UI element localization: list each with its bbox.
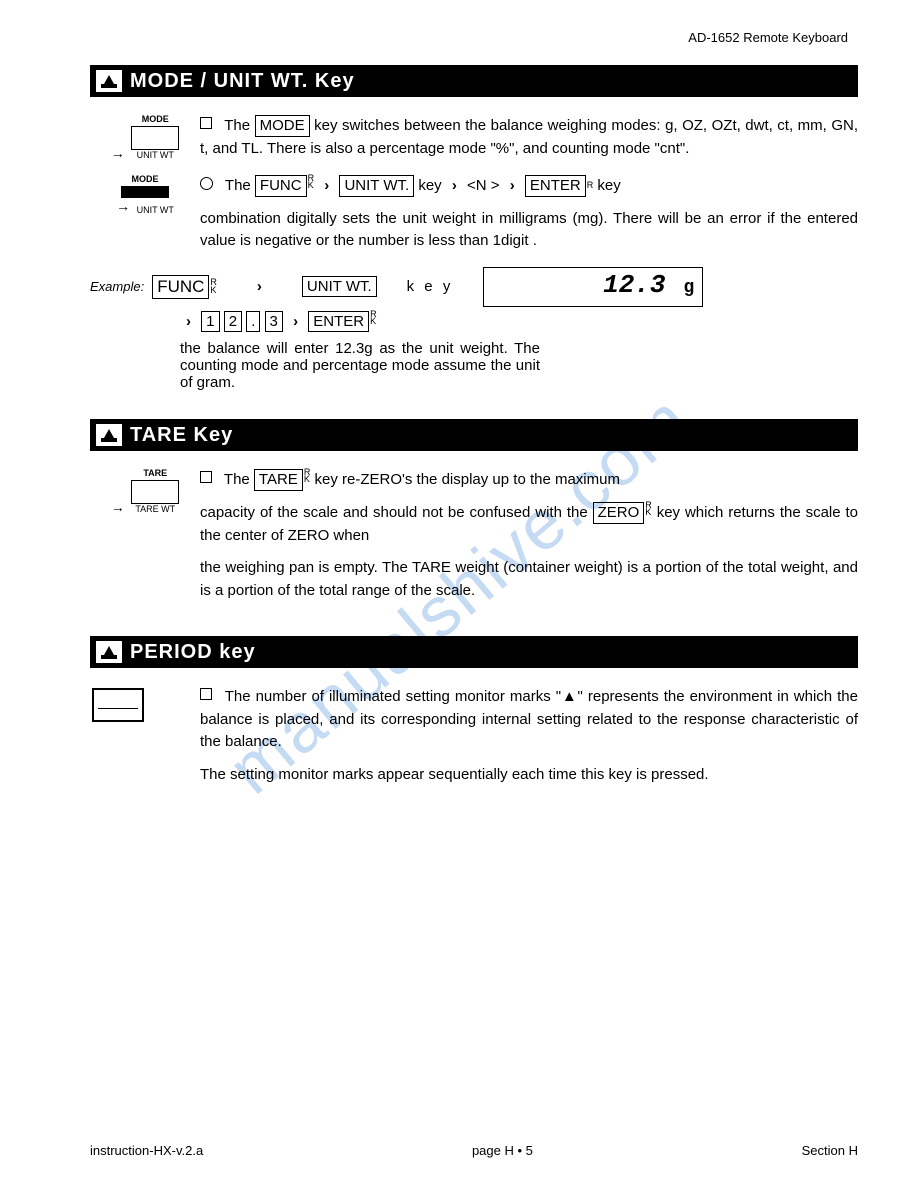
paragraph: The setting monitor marks appear sequent…	[200, 764, 858, 787]
boxed-key: ENTER	[308, 311, 369, 333]
example-label: Example:	[90, 279, 144, 294]
bullet-square	[200, 471, 212, 483]
scale-icon	[96, 424, 122, 446]
chevron-icon: ›	[186, 313, 191, 330]
text: The	[225, 177, 255, 194]
text: key re-	[315, 471, 361, 488]
footer-center: page H • 5	[472, 1143, 533, 1158]
key-diagram-unitwt: MODE → UNIT WT	[90, 175, 200, 253]
boxed-key: 2	[224, 311, 242, 333]
paragraph: combination digitally sets the unit weig…	[200, 208, 858, 253]
rk-suffix: RK	[304, 469, 311, 483]
diag-label-top: MODE	[142, 114, 169, 124]
section-bar-mode: MODE / UNIT WT. Key	[90, 65, 858, 97]
lcd-unit: g	[684, 278, 695, 298]
text: The	[224, 471, 254, 488]
key-diagram-tare: → TARE TARE WT	[90, 469, 200, 602]
footer-right: Section H	[802, 1143, 858, 1158]
chevron-icon: ›	[510, 177, 515, 194]
chevron-icon: ›	[452, 177, 457, 194]
footer-left: instruction-HX-v.2.a	[90, 1143, 203, 1158]
text: k e y	[407, 278, 454, 295]
text: <N >	[467, 177, 500, 194]
key-diagram-period	[90, 686, 200, 786]
paragraph: the weighing pan is empty. The TARE weig…	[200, 557, 858, 602]
boxed-key: 3	[265, 311, 283, 333]
section-title: MODE / UNIT WT. Key	[130, 70, 355, 93]
diag-label-top: TARE	[143, 468, 167, 478]
text: ZERO	[288, 527, 330, 544]
diag-label-bottom: TARE WT	[131, 505, 179, 515]
arrow-icon: →	[111, 499, 125, 515]
boxed-key: FUNC	[152, 275, 209, 299]
footer: instruction-HX-v.2.a page H • 5 Section …	[90, 1143, 858, 1158]
boxed-key: ZERO	[593, 502, 645, 524]
boxed-key: .	[246, 311, 260, 333]
diag-label-top: MODE	[132, 174, 159, 184]
arrow-icon: →	[111, 145, 125, 161]
paragraph: The number of illuminated setting monito…	[200, 688, 858, 750]
lcd-display: 12.3 g	[483, 267, 703, 307]
chevron-icon: ›	[257, 278, 262, 295]
text: key	[418, 177, 446, 194]
text: The	[224, 117, 254, 134]
boxed-key: TARE	[254, 469, 303, 491]
diag-label-bottom: UNIT WT	[131, 151, 179, 161]
lcd-value: 12.3	[603, 270, 665, 300]
text: 's the display up to the maximum	[402, 471, 620, 488]
arrow-icon: →	[116, 198, 130, 214]
rk-suffix: RK	[308, 175, 315, 189]
boxed-key: ENTER	[525, 175, 586, 197]
bullet-square	[200, 117, 212, 129]
chevron-icon: ›	[324, 177, 329, 194]
boxed-key: 1	[201, 311, 219, 333]
boxed-key: FUNC	[255, 175, 307, 197]
boxed-key: UNIT WT.	[339, 175, 414, 197]
bullet-circle	[200, 177, 213, 190]
rk-suffix: RK	[210, 279, 217, 293]
rk-suffix: R	[587, 182, 594, 189]
section-title: TARE Key	[130, 424, 233, 447]
text: ZERO	[360, 471, 402, 488]
section-bar-tare: TARE Key	[90, 419, 858, 451]
boxed-key: MODE	[255, 115, 310, 137]
diag-label-bottom: UNIT WT	[137, 205, 174, 215]
bullet-square	[200, 688, 212, 700]
boxed-key: UNIT WT.	[302, 276, 377, 298]
section-bar-period: PERIOD key	[90, 636, 858, 668]
rk-suffix: RK	[645, 502, 652, 516]
text: when	[329, 527, 369, 544]
key-diagram-mode: → MODE UNIT WT	[90, 115, 200, 161]
chevron-icon: ›	[293, 313, 298, 330]
paragraph: the balance will enter 12.3g as the unit…	[180, 340, 540, 391]
scale-icon	[96, 70, 122, 92]
section-title: PERIOD key	[130, 641, 256, 664]
header-product: AD-1652 Remote Keyboard	[90, 30, 858, 45]
scale-icon	[96, 641, 122, 663]
text: capacity of the scale and should not be …	[200, 504, 593, 521]
rk-suffix: RK	[370, 311, 377, 325]
text: key	[597, 177, 620, 194]
